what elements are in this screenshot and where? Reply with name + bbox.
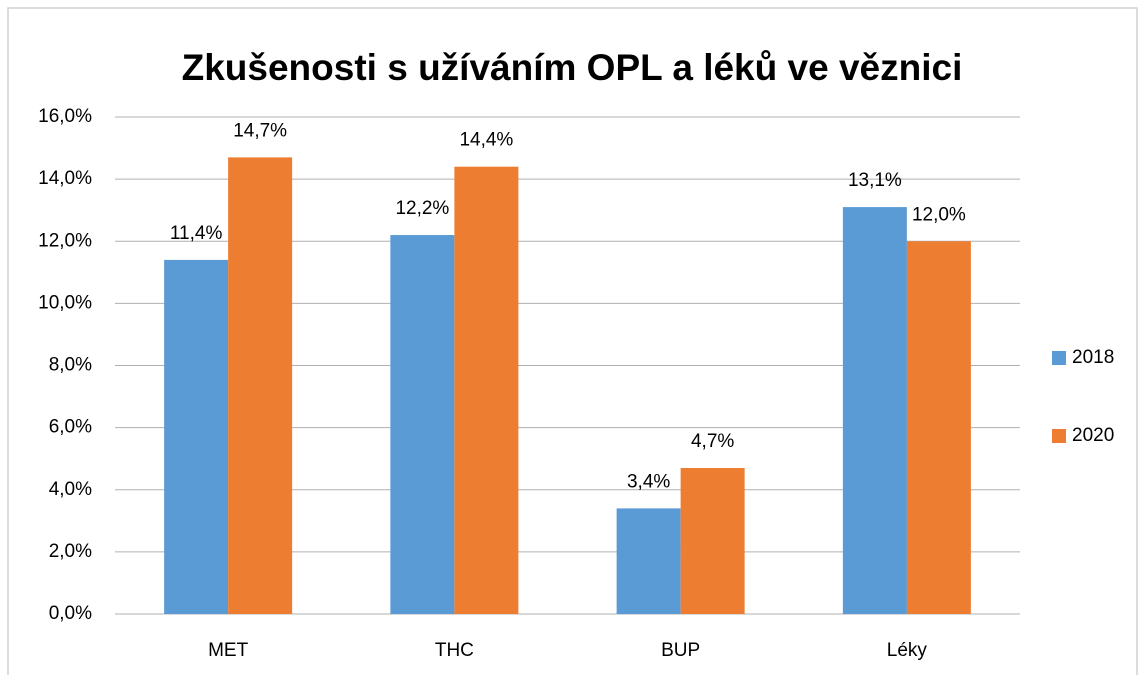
chart-title: Zkušenosti s užíváním OPL a léků ve vězn…: [182, 47, 963, 88]
y-tick-label: 10,0%: [38, 292, 92, 313]
data-label: 14,4%: [459, 130, 513, 151]
y-tick-label: 14,0%: [38, 168, 92, 189]
bar: [390, 235, 455, 614]
x-tick-label: THC: [435, 640, 474, 661]
y-tick-label: 8,0%: [49, 355, 92, 376]
y-tick-label: 0,0%: [49, 603, 92, 624]
bar: [906, 241, 971, 614]
x-tick-label: Léky: [887, 640, 928, 661]
y-tick-label: 6,0%: [49, 417, 92, 438]
bar: [164, 259, 229, 614]
bar: [454, 166, 519, 614]
legend-label: 2018: [1072, 347, 1114, 368]
y-tick-label: 16,0%: [38, 106, 92, 127]
bar: [842, 207, 907, 615]
data-label: 4,7%: [691, 431, 734, 452]
data-label: 14,7%: [233, 120, 287, 141]
y-tick-label: 12,0%: [38, 230, 92, 251]
x-tick-label: MET: [208, 640, 249, 661]
data-label: 3,4%: [627, 471, 670, 492]
bar: [616, 508, 681, 614]
legend-swatch: [1052, 429, 1066, 443]
bar: [680, 468, 745, 614]
legend-swatch: [1052, 351, 1066, 365]
data-label: 12,2%: [395, 198, 449, 219]
x-tick-label: BUP: [661, 640, 700, 661]
chart-border: [7, 7, 1138, 675]
bar: [228, 157, 293, 614]
y-tick-label: 4,0%: [49, 479, 92, 500]
data-label: 12,0%: [912, 204, 966, 225]
legend-label: 2020: [1072, 425, 1114, 446]
data-label: 11,4%: [170, 223, 223, 244]
data-label: 13,1%: [848, 170, 902, 191]
y-tick-label: 2,0%: [49, 541, 92, 562]
